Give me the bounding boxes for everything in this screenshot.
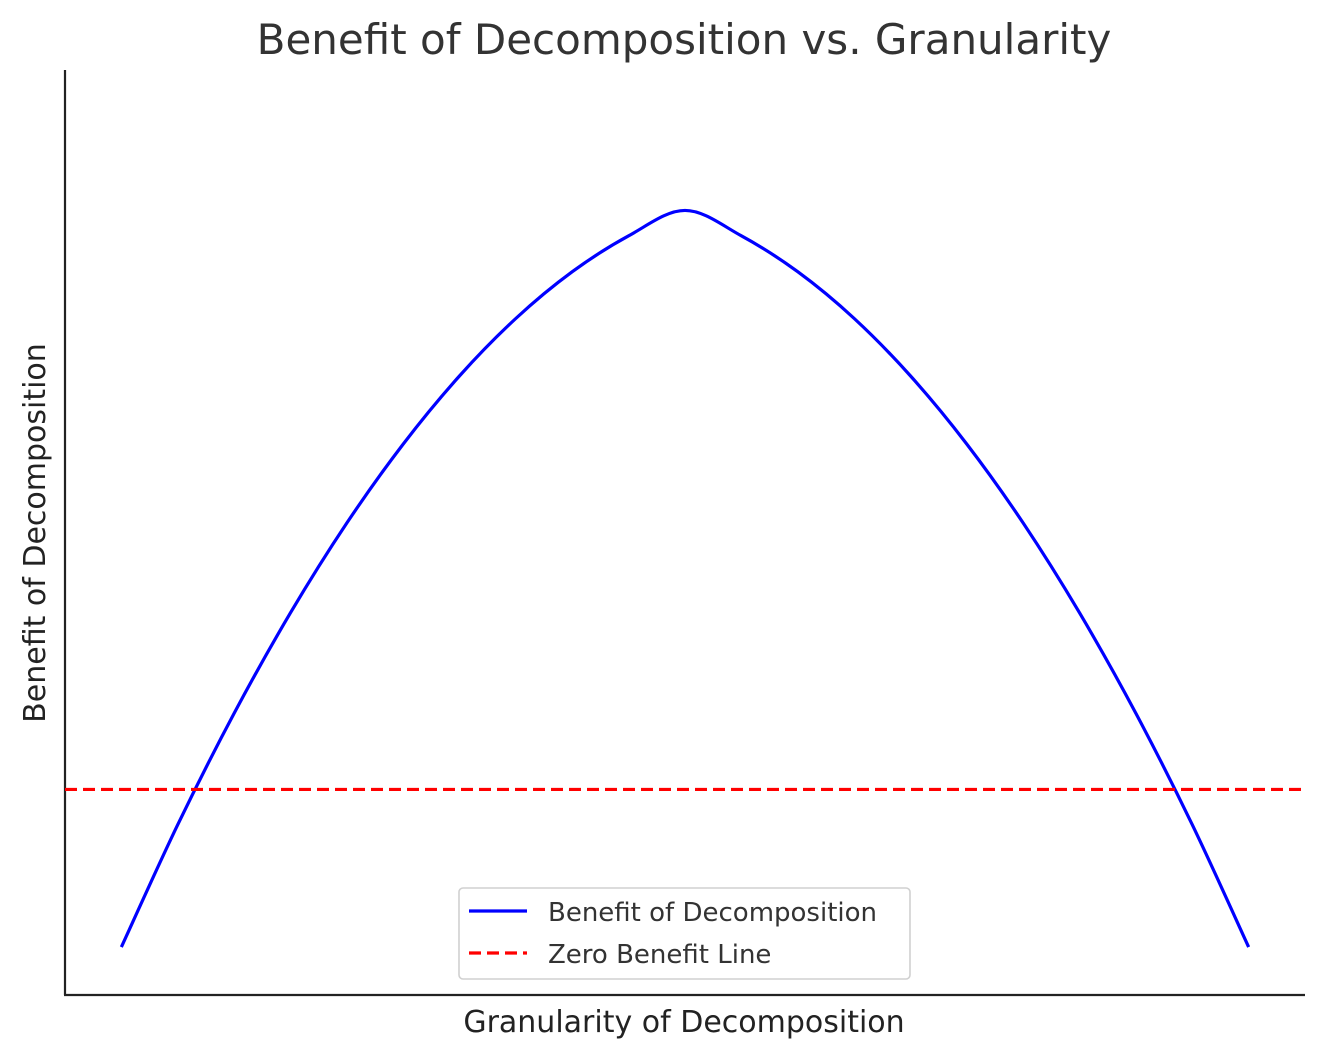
y-axis-label: Benefit of Decomposition bbox=[18, 343, 53, 723]
legend-label-benefit: Benefit of Decomposition bbox=[548, 898, 877, 928]
legend-label-zero-line: Zero Benefit Line bbox=[548, 940, 771, 970]
legend: Benefit of Decomposition Zero Benefit Li… bbox=[458, 887, 911, 980]
plot-area bbox=[65, 208, 1305, 948]
series-line-benefit bbox=[119, 208, 1251, 948]
chart-title: Benefit of Decomposition vs. Granularity bbox=[257, 15, 1112, 64]
x-axis-label: Granularity of Decomposition bbox=[463, 1005, 904, 1040]
legend-box bbox=[458, 887, 911, 980]
